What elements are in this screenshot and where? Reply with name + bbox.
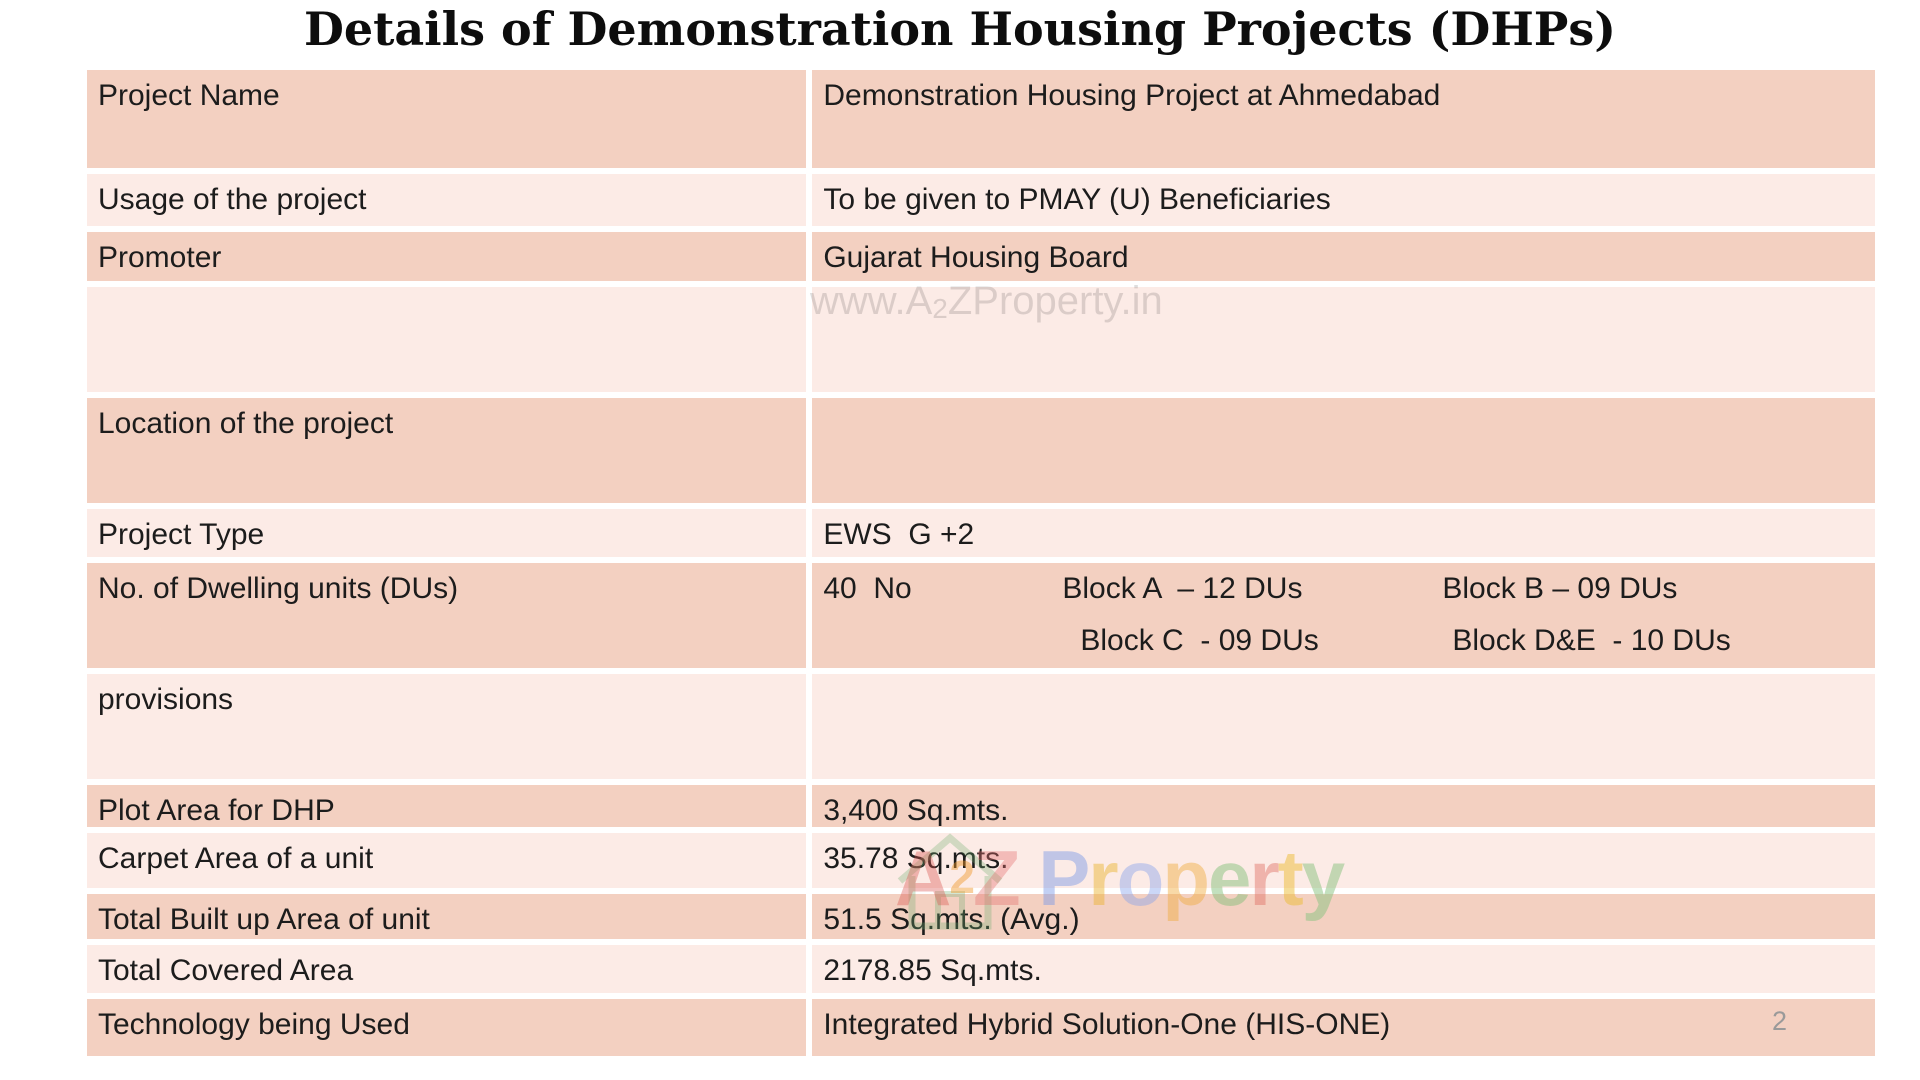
page-title: Details of Demonstration Housing Project…: [303, 2, 1617, 56]
row-label: Total Covered Area: [87, 945, 807, 993]
row-value: [812, 287, 1875, 392]
table-row-carpet-area: Carpet Area of a unit 35.78 Sq.mts.: [87, 833, 1875, 888]
wm-letter: 2: [949, 851, 975, 903]
row-value: TP 94, FP 3/1/1, Near Pandit Dindayal 2,…: [812, 398, 1875, 503]
table-row-technology: Technology being Used Integrated Hybrid …: [87, 999, 1875, 1056]
row-value: Demonstration Housing Project at Ahmedab…: [812, 70, 1875, 168]
watermark-a2zproperty-text: www.A2ZProperty.in: [810, 281, 1163, 329]
du-block-de: Block D&E - 10 DUs: [1452, 624, 1731, 657]
table-row-project-type: Project Type EWS G +2: [87, 509, 1875, 557]
row-label: Location of the project: [87, 398, 807, 503]
row-label: No. of Dwelling units (DUs): [87, 563, 807, 668]
watermark-prefix: www.A: [810, 279, 933, 323]
row-label: Total Built up Area of unit: [87, 894, 807, 939]
du-block-c: Block C - 09 DUs: [1080, 624, 1319, 657]
du-block-b: Block B – 09 DUs: [1442, 572, 1678, 605]
row-label: Project Type: [87, 509, 807, 557]
row-value: 3,400 Sq.mts.: [812, 785, 1875, 827]
row-label: Usage of the project: [87, 174, 807, 226]
row-value: 35.78 Sq.mts.: [812, 833, 1875, 888]
table-row-project-name: Project Name Demonstration Housing Proje…: [87, 70, 1875, 168]
table-row-promoter: Promoter Gujarat Housing Board: [87, 232, 1875, 281]
table-row-usage: Usage of the project To be given to PMAY…: [87, 174, 1875, 226]
watermark-suffix: ZProperty.in: [947, 279, 1163, 323]
row-value: To be given to PMAY (U) Beneficiaries: [812, 174, 1875, 226]
du-block-a: Block A – 12 DUs: [1062, 572, 1303, 605]
row-value: 2178.85 Sq.mts.: [812, 945, 1875, 993]
table-row-dwelling-units: No. of Dwelling units (DUs) 40 No Block …: [87, 563, 1875, 668]
wm-letter: o: [1116, 834, 1165, 922]
wm-letter: t: [1277, 834, 1304, 922]
watermark-a2zproperty-colorful: A2Z Property: [895, 838, 1345, 917]
table-row-covered-area: Total Covered Area 2178.85 Sq.mts.: [87, 945, 1875, 993]
row-label: Carpet Area of a unit: [87, 833, 807, 888]
table-row-empty: [87, 287, 1875, 392]
location-line-1: TP 94, FP 3/1/1, Near Pandit Dindayal 2,…: [823, 502, 1864, 503]
row-label: Project Name: [87, 70, 807, 168]
wm-letter: A: [895, 834, 951, 922]
wm-letter: r: [1088, 834, 1118, 922]
row-label: Technology being Used: [87, 999, 807, 1056]
house-logo-icon: [890, 826, 1010, 941]
page-number: 2: [1772, 1006, 1788, 1036]
row-value: 40 No Block A – 12 DUs Block B – 09 DUs …: [812, 563, 1875, 668]
row-label: Plot Area for DHP: [87, 785, 807, 827]
row-label: [87, 287, 807, 392]
wm-letter: [1019, 834, 1039, 922]
wm-letter: P: [1038, 834, 1090, 922]
row-value: Each Unit consists of Living room, a Bed…: [812, 674, 1875, 779]
table-row-location: Location of the project TP 94, FP 3/1/1,…: [87, 398, 1875, 503]
wm-letter: e: [1207, 834, 1251, 922]
row-value: 51.5 Sq.mts. (Avg.): [812, 894, 1875, 939]
row-value: Gujarat Housing Board: [812, 232, 1875, 281]
table-row-builtup-area: Total Built up Area of unit 51.5 Sq.mts.…: [87, 894, 1875, 939]
table-row-plot-area: Plot Area for DHP 3,400 Sq.mts.: [87, 785, 1875, 827]
row-label: provisions: [87, 674, 807, 779]
details-table: Project Name Demonstration Housing Proje…: [87, 70, 1875, 1062]
wm-letter: Z: [972, 834, 1021, 922]
provisions-line-1: Each Unit consists of Living room, a Bed…: [823, 778, 1864, 779]
row-value: Integrated Hybrid Solution-One (HIS-ONE): [812, 999, 1875, 1056]
watermark-sub-2: 2: [932, 293, 948, 324]
wm-letter: p: [1162, 834, 1210, 922]
du-count: 40 No: [823, 572, 912, 605]
wm-letter: r: [1249, 834, 1279, 922]
table-row-provisions: provisions Each Unit consists of Living …: [87, 674, 1875, 779]
row-label: Promoter: [87, 232, 807, 281]
wm-letter: y: [1301, 834, 1345, 922]
row-value: EWS G +2: [812, 509, 1875, 557]
